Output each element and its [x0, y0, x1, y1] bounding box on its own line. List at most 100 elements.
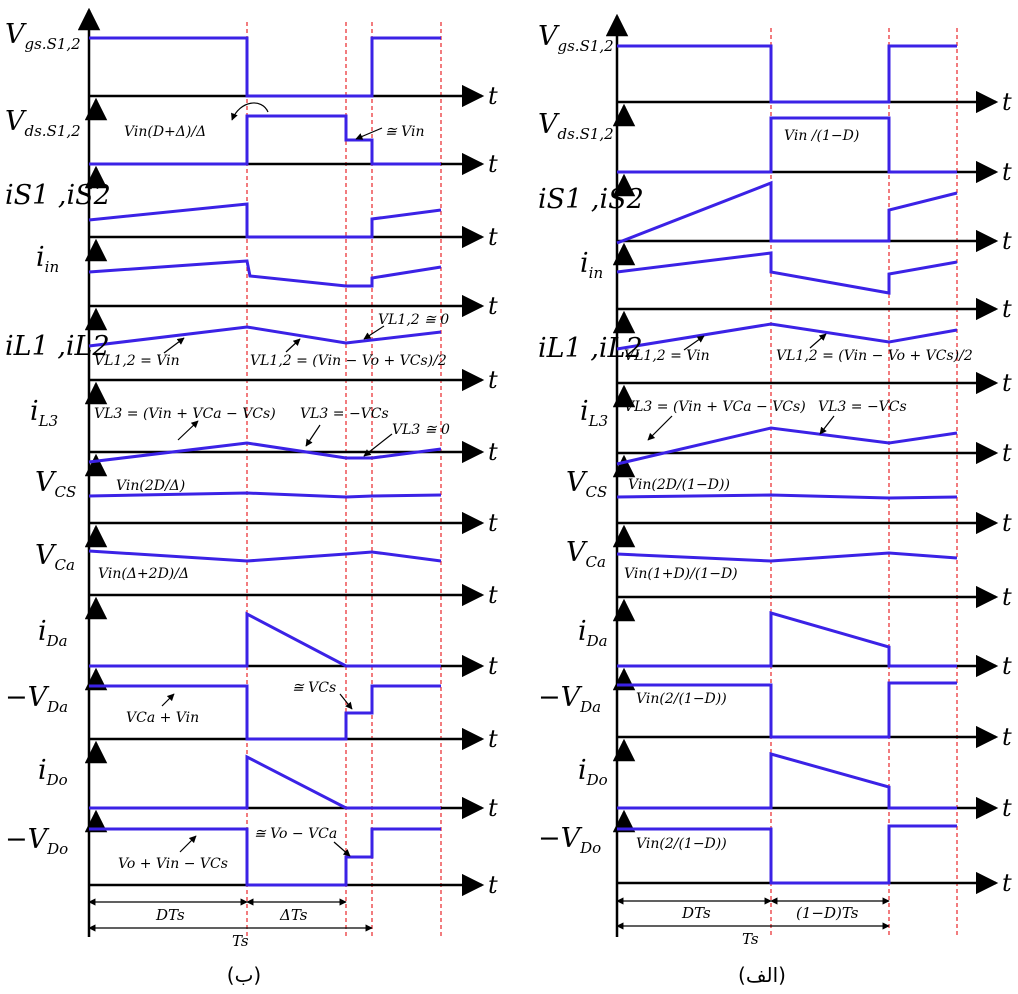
switching-guides-b [246, 22, 442, 937]
timing-deltats-b: ΔTs [279, 906, 308, 924]
wave-vca-b [88, 549, 442, 563]
t-label: t [488, 725, 498, 753]
annot-vds-level-a: Vin /(1−D) [784, 128, 859, 144]
wave-vgs-a [617, 44, 957, 104]
timing-ts-a: Ts [742, 930, 759, 948]
annot-vL12-off-b: VL1,2 = (Vin − Vo + VCs)/2 [250, 353, 447, 369]
wave-vcs-b [88, 491, 442, 499]
label-iin-b: iin [36, 242, 59, 276]
caption-b: (ب) [227, 963, 261, 987]
annot-vL12-zero-b: VL1,2 ≅ 0 [378, 312, 449, 328]
wave-is-b [88, 202, 442, 239]
wave-vda-a [617, 681, 957, 739]
annot-vL12-on-b: VL1,2 = Vin [94, 353, 180, 369]
annot-vca-b: Vin(Δ+2D)/Δ [98, 566, 189, 582]
timing-brackets-a [616, 897, 890, 930]
wave-iL3-a [616, 426, 958, 466]
annot-vcs-b: Vin(2D/Δ) [116, 478, 185, 494]
annot-vcs-a: Vin(2D/(1−D)) [628, 477, 730, 493]
waveforms-a [616, 44, 958, 885]
signal-labels-a: Vgs.S1,2 Vds.S1,2 iS1 ,iS2 iin iL1 ,iL2 … [538, 21, 644, 857]
wave-iL3-b [88, 441, 442, 464]
wave-ido-a [617, 752, 957, 810]
annotations-a: Vin /(1−D) VL1,2 = Vin VL1,2 = (Vin − Vo… [624, 128, 973, 852]
t-labels-b: t t t t t t t t t t t t [488, 82, 498, 899]
t-label: t [488, 509, 498, 537]
label-ido-a: iDo [578, 755, 608, 789]
t-label: t [488, 82, 498, 110]
t-label: t [488, 292, 498, 320]
label-vcs-a: VCS [566, 467, 607, 501]
t-label: t [1002, 88, 1012, 116]
t-label: t [1002, 509, 1012, 537]
annotations-b: Vin(D+Δ)/Δ ≅ Vin VL1,2 = Vin VL1,2 = (Vi… [94, 102, 450, 872]
wave-iL-a [616, 322, 958, 351]
t-label: t [488, 366, 498, 394]
annot-vdo-step-b: ≅ Vo − VCa [254, 826, 337, 842]
label-vca-b: VCa [35, 540, 75, 574]
t-label: t [1002, 439, 1012, 467]
timing-dts-a: DTs [681, 904, 711, 922]
label-is-a: iS1 ,iS2 [538, 184, 644, 215]
label-iL3-a: iL3 [580, 396, 608, 430]
wave-vdo-b [89, 827, 441, 887]
t-label: t [488, 438, 498, 466]
t-label: t [1002, 369, 1012, 397]
label-iL3-b: iL3 [30, 396, 58, 430]
wave-vda-b [89, 684, 441, 741]
t-label: t [488, 223, 498, 251]
label-ida-a: iDa [578, 616, 608, 650]
annot-vL3-zero-b: VL3 ≅ 0 [392, 422, 450, 438]
wave-iL-b [88, 325, 442, 348]
wave-is-a [616, 180, 958, 245]
annot-vL3-off-a: VL3 = −VCs [818, 399, 907, 415]
label-vcs-b: VCS [35, 467, 76, 501]
panel-b: Vgs.S1,2 Vds.S1,2 iS1 ,iS2 iin iL1 ,iL2 … [5, 7, 498, 987]
t-label: t [488, 871, 498, 899]
wave-ida-b [89, 611, 441, 668]
label-is-b: iS1 ,iS2 [5, 180, 111, 211]
wave-ida-a [617, 611, 957, 668]
label-ida-b: iDa [38, 616, 68, 650]
wave-vds-a [617, 116, 957, 174]
timing-ts-b: Ts [232, 932, 249, 950]
t-label: t [488, 150, 498, 178]
annot-vda-level-a: Vin(2/(1−D)) [636, 691, 727, 707]
label-iL-a: iL1 ,iL2 [538, 333, 643, 364]
label-vca-a: VCa [566, 537, 606, 571]
annot-vdo-level-a: Vin(2/(1−D)) [636, 836, 727, 852]
t-label: t [488, 794, 498, 822]
label-iin-a: iin [580, 248, 603, 282]
wave-iin-a [616, 251, 958, 295]
t-label: t [1002, 583, 1012, 611]
label-vdo-b: −VDo [5, 824, 68, 858]
waveforms-b [88, 36, 442, 887]
t-label: t [1002, 723, 1012, 751]
annot-vL12-on-a: VL1,2 = Vin [624, 348, 710, 364]
panel-a: Vgs.S1,2 Vds.S1,2 iS1 ,iS2 iin iL1 ,iL2 … [538, 13, 1012, 987]
t-labels-a: t t t t t t t t t t t t [1002, 88, 1012, 897]
label-vgs-b: Vgs.S1,2 [5, 19, 81, 53]
t-label: t [488, 652, 498, 680]
annot-vL12-off-a: VL1,2 = (Vin − Vo + VCs)/2 [776, 348, 973, 364]
annot-vca-a: Vin(1+D)/(1−D) [624, 566, 738, 582]
wave-vds-b [89, 114, 441, 166]
annot-vL3-on-a: VL3 = (Vin + VCa − VCs) [624, 399, 806, 415]
signal-labels-b: Vgs.S1,2 Vds.S1,2 iS1 ,iS2 iin iL1 ,iL2 … [5, 19, 111, 858]
wave-vdo-a [617, 824, 957, 885]
label-vdo-a: −VDo [538, 823, 601, 857]
timing-dts-b: DTs [155, 906, 185, 924]
t-label: t [1002, 794, 1012, 822]
t-label: t [488, 581, 498, 609]
wave-vgs-b [89, 36, 441, 98]
switching-guides-a [770, 28, 958, 937]
label-vgs-a: Vgs.S1,2 [538, 21, 614, 55]
timing-brackets-b [88, 898, 373, 932]
t-label: t [1002, 158, 1012, 186]
wave-vca-a [616, 551, 958, 563]
wave-iin-b [88, 259, 442, 288]
label-vds-b: Vds.S1,2 [5, 106, 81, 140]
label-vds-a: Vds.S1,2 [538, 109, 614, 143]
annot-vda-step-b: ≅ VCs [292, 680, 336, 696]
